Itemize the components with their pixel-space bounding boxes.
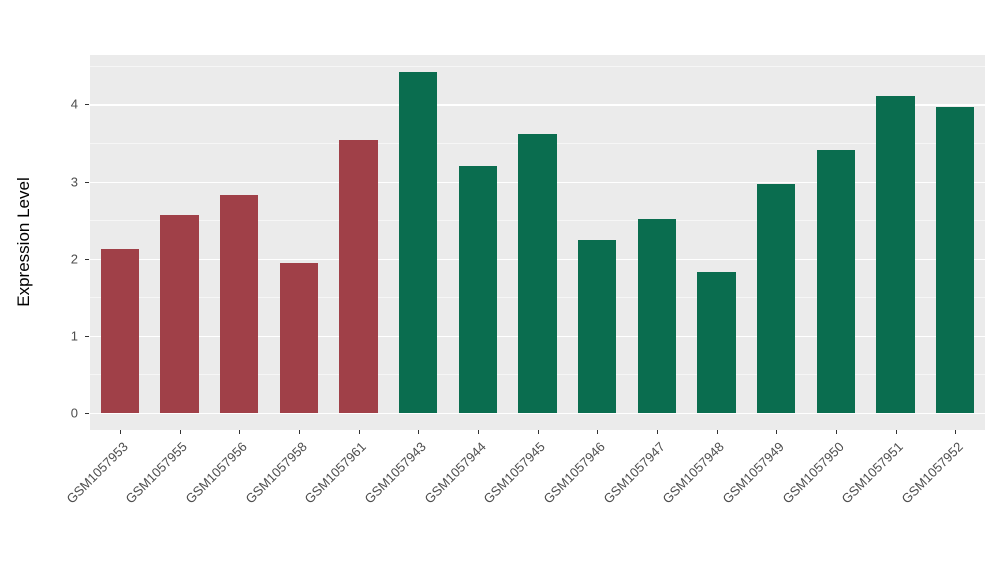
x-tick-mark bbox=[418, 430, 420, 434]
y-tick-mark bbox=[85, 335, 89, 337]
bar-GSM1057947 bbox=[637, 218, 676, 414]
bar-GSM1057943 bbox=[399, 71, 438, 414]
bar-GSM1057951 bbox=[876, 95, 915, 414]
x-tick-mark bbox=[656, 430, 658, 434]
bar-GSM1057958 bbox=[279, 263, 318, 414]
x-tick-label: GSM1057943 bbox=[361, 439, 429, 507]
y-tick-label: 4 bbox=[70, 96, 78, 112]
y-tick-mark bbox=[85, 104, 89, 106]
bar-GSM1057946 bbox=[578, 240, 617, 413]
bar-GSM1057953 bbox=[100, 248, 139, 414]
x-tick-mark bbox=[477, 430, 479, 434]
y-tick-label: 2 bbox=[70, 251, 78, 267]
bar-GSM1057952 bbox=[936, 106, 975, 413]
y-tick-mark bbox=[85, 258, 89, 260]
bar-GSM1057950 bbox=[816, 149, 855, 414]
gridline-major bbox=[90, 104, 985, 106]
x-tick-mark bbox=[537, 430, 539, 434]
x-tick-label: GSM1057956 bbox=[182, 439, 250, 507]
x-tick-label: GSM1057955 bbox=[122, 439, 191, 507]
y-tick-mark bbox=[85, 181, 89, 183]
bar-GSM1057944 bbox=[458, 166, 497, 414]
x-tick-label: GSM1057951 bbox=[838, 439, 907, 507]
y-tick-label: 0 bbox=[70, 405, 78, 421]
x-tick-mark bbox=[239, 430, 241, 434]
x-tick-mark bbox=[776, 430, 778, 434]
plot-panel bbox=[90, 55, 985, 430]
x-tick-mark bbox=[895, 430, 897, 434]
x-tick-mark bbox=[955, 430, 957, 434]
x-tick-mark bbox=[119, 430, 121, 434]
x-tick-label: GSM1057958 bbox=[242, 439, 310, 507]
bar-GSM1057945 bbox=[518, 134, 557, 414]
x-tick-label: GSM1057946 bbox=[540, 439, 608, 507]
x-tick-label: GSM1057945 bbox=[480, 439, 549, 507]
x-tick-label: GSM1057947 bbox=[600, 439, 668, 507]
bar-GSM1057955 bbox=[160, 215, 199, 413]
x-tick-label: GSM1057944 bbox=[421, 439, 489, 507]
bar-GSM1057956 bbox=[220, 195, 259, 413]
x-tick-mark bbox=[298, 430, 300, 434]
bar-GSM1057961 bbox=[339, 139, 378, 414]
gridline-minor bbox=[90, 65, 985, 67]
x-tick-label: GSM1057948 bbox=[659, 439, 728, 507]
x-tick-label: GSM1057961 bbox=[301, 439, 370, 507]
x-tick-label: GSM1057952 bbox=[898, 439, 966, 507]
x-tick-mark bbox=[835, 430, 837, 434]
y-tick-label: 1 bbox=[70, 328, 78, 344]
x-tick-mark bbox=[597, 430, 599, 434]
x-tick-label: GSM1057950 bbox=[779, 439, 847, 507]
y-axis-title: Expression Level bbox=[14, 177, 33, 307]
x-tick-label: GSM1057949 bbox=[719, 439, 787, 507]
y-tick-label: 3 bbox=[70, 174, 78, 190]
gridline-major bbox=[90, 413, 985, 415]
bar-GSM1057948 bbox=[697, 271, 736, 414]
bar-GSM1057949 bbox=[757, 183, 796, 413]
x-tick-mark bbox=[179, 430, 181, 434]
y-tick-mark bbox=[85, 413, 89, 415]
x-tick-label: GSM1057953 bbox=[63, 439, 131, 507]
x-tick-mark bbox=[358, 430, 360, 434]
x-tick-mark bbox=[716, 430, 718, 434]
